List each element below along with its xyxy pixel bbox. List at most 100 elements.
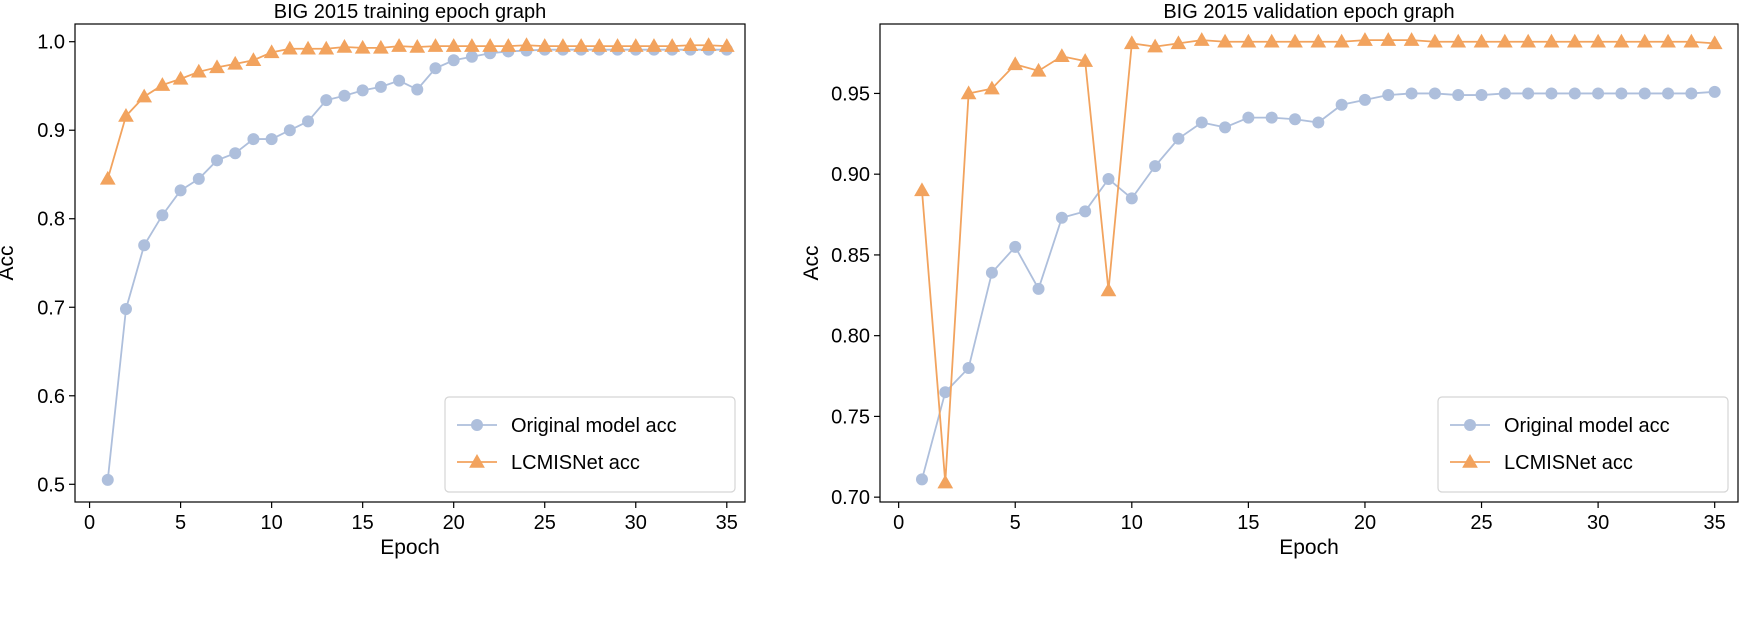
x-tick-label: 5 xyxy=(175,512,186,534)
data-point xyxy=(209,59,225,74)
data-point xyxy=(393,74,406,87)
data-point xyxy=(1638,87,1651,100)
legend-item: Original model acc xyxy=(1450,415,1670,437)
chart-title: BIG 2015 training epoch graph xyxy=(274,1,546,23)
data-point xyxy=(1428,87,1441,100)
data-point xyxy=(356,84,369,97)
data-point xyxy=(718,38,735,52)
data-point xyxy=(1636,33,1653,48)
data-point xyxy=(1172,132,1185,145)
data-point xyxy=(939,386,952,399)
series-original-model-acc xyxy=(915,85,1721,486)
data-point xyxy=(190,63,207,78)
data-point xyxy=(1496,33,1513,48)
data-point xyxy=(1193,32,1210,46)
data-point xyxy=(915,473,928,486)
data-point xyxy=(1219,121,1232,134)
data-point xyxy=(447,54,460,67)
data-point xyxy=(411,83,424,96)
data-point xyxy=(573,38,590,52)
data-point xyxy=(960,85,977,100)
data-point xyxy=(646,38,662,52)
data-point xyxy=(465,50,478,63)
data-point xyxy=(1079,205,1092,218)
x-tick-label: 30 xyxy=(1587,512,1609,534)
x-tick-label: 15 xyxy=(352,512,374,534)
data-point xyxy=(1335,98,1348,111)
data-point xyxy=(373,39,389,54)
data-point xyxy=(1405,87,1418,100)
data-point xyxy=(1170,35,1187,50)
data-point xyxy=(227,55,244,70)
data-point xyxy=(1613,33,1630,48)
data-point xyxy=(247,133,260,146)
data-point xyxy=(101,473,114,486)
data-point xyxy=(154,77,171,91)
x-axis-label: Epoch xyxy=(380,536,440,559)
data-point xyxy=(1333,33,1350,48)
data-point xyxy=(229,147,242,160)
data-point xyxy=(300,40,316,55)
x-tick-label: 0 xyxy=(84,512,95,534)
legend-swatch-marker xyxy=(471,419,483,431)
legend: Original model acc LCMISNet acc xyxy=(1437,396,1729,493)
data-point xyxy=(1615,87,1628,100)
data-point xyxy=(374,80,387,93)
legend-item: LCMISNet acc xyxy=(457,452,640,474)
data-point xyxy=(391,38,407,52)
plot-frame xyxy=(74,23,746,503)
data-point xyxy=(318,40,335,55)
data-point xyxy=(1706,35,1723,50)
legend-item: LCMISNet acc xyxy=(1450,452,1633,474)
y-tick-label: 0.90 xyxy=(831,164,870,186)
data-point xyxy=(445,38,462,52)
data-point xyxy=(518,37,535,51)
data-point xyxy=(1543,33,1560,48)
data-point xyxy=(172,70,189,85)
data-point xyxy=(1522,87,1535,100)
x-tick-label: 10 xyxy=(1121,512,1143,534)
data-point xyxy=(1147,38,1163,53)
data-point xyxy=(174,184,187,197)
x-tick-label: 25 xyxy=(534,512,556,534)
data-point xyxy=(1055,211,1068,224)
legend-swatch-marker xyxy=(1464,419,1476,431)
data-point xyxy=(1357,32,1373,46)
x-tick-label: 0 xyxy=(893,512,904,534)
legend-swatch-marker xyxy=(1462,453,1478,468)
data-point xyxy=(609,38,626,52)
data-point xyxy=(1685,87,1698,100)
chart-1: BIG 2015 training epoch graph 0 5 10 15 20 25 3… xyxy=(0,1,746,559)
data-point xyxy=(1240,33,1257,48)
y-tick-label: 0.7 xyxy=(37,297,65,319)
data-point xyxy=(591,38,608,52)
legend-box xyxy=(1437,396,1729,493)
data-point xyxy=(1100,282,1117,297)
data-point xyxy=(1590,33,1606,48)
data-point xyxy=(962,361,975,374)
y-tick-label: 0.5 xyxy=(37,474,65,496)
data-point xyxy=(1683,33,1700,48)
data-point xyxy=(263,44,280,59)
x-tick-label: 35 xyxy=(716,512,738,534)
data-point xyxy=(320,94,333,107)
data-point xyxy=(1125,192,1138,205)
data-point xyxy=(1102,173,1115,186)
data-point xyxy=(1545,87,1558,100)
data-point xyxy=(500,38,517,52)
data-point xyxy=(1592,87,1605,100)
x-tick-label: 30 xyxy=(625,512,647,534)
data-point xyxy=(1312,116,1325,129)
y-tick-label: 0.6 xyxy=(37,386,65,408)
y-tick-label: 0.9 xyxy=(37,120,65,142)
legend-item: Original model acc xyxy=(457,415,677,437)
data-point xyxy=(627,38,644,52)
data-point xyxy=(1217,33,1233,48)
y-tick-label: 0.85 xyxy=(831,245,870,267)
y-tick-label: 0.75 xyxy=(831,406,870,428)
data-point xyxy=(1475,89,1488,102)
data-point xyxy=(482,38,498,52)
chart-title: BIG 2015 validation epoch graph xyxy=(1163,1,1454,23)
data-point xyxy=(1007,56,1024,71)
